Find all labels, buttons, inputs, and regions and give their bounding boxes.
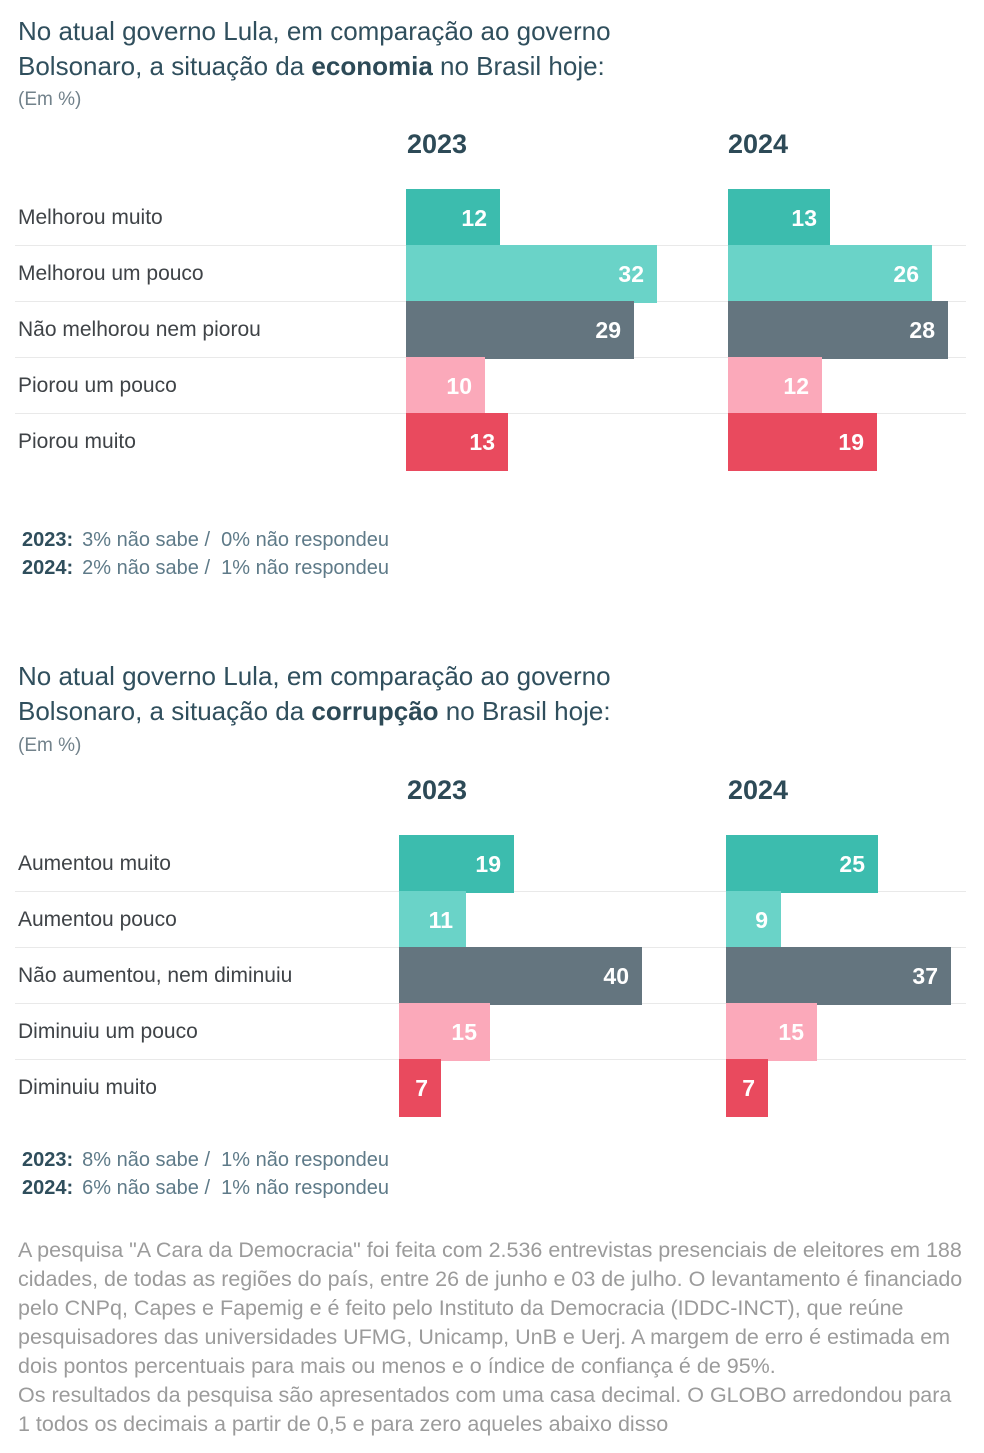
bar-2023: 13	[406, 413, 508, 471]
bar-value-label: 13	[469, 428, 495, 455]
bar-value-label: 40	[603, 962, 629, 989]
chart-row: Não aumentou, nem diminuiu 40 37	[0, 947, 984, 1005]
bar-2024: 9	[726, 891, 781, 949]
chart2-title-highlight: corrupção	[311, 696, 439, 726]
bar-value-label: 12	[783, 372, 809, 399]
bar-2024: 37	[726, 947, 951, 1005]
chart2-title: No atual governo Lula, em comparação ao …	[18, 659, 723, 729]
chart2-unit-label: (Em %)	[18, 735, 82, 756]
category-label: Aumentou pouco	[18, 908, 177, 931]
chart1-title-highlight: economia	[311, 51, 433, 81]
chart2-title-text: No atual governo Lula, em comparação ao …	[18, 661, 611, 726]
footnote-line: 2024: 2% não sabe / 1% não respondeu	[22, 554, 389, 582]
footnote-line: 2023: 3% não sabe / 0% não respondeu	[22, 526, 389, 554]
bar-2023: 7	[399, 1059, 441, 1117]
category-label: Diminuiu um pouco	[18, 1020, 198, 1043]
bar-2023: 11	[399, 891, 466, 949]
footnote-year: 2023:	[22, 529, 74, 551]
footnote-line: 2024: 6% não sabe / 1% não respondeu	[22, 1174, 389, 1202]
chart1-header-2024: 2024	[728, 129, 789, 159]
bar-2024: 13	[728, 189, 830, 247]
chart1-footnotes: 2023: 3% não sabe / 0% não respondeu 2024…	[22, 526, 389, 582]
bar-2023: 29	[406, 301, 634, 359]
bar-2024: 19	[728, 413, 877, 471]
row-separator	[15, 1059, 966, 1060]
footnote-line: 2023: 8% não sabe / 1% não respondeu	[22, 1146, 389, 1174]
footnote-text: 3% não sabe / 0% não respondeu	[82, 529, 390, 551]
chart2-footnotes: 2023: 8% não sabe / 1% não respondeu 2024…	[22, 1146, 389, 1202]
footnote-text: 8% não sabe / 1% não respondeu	[82, 1149, 390, 1171]
chart1-column-headers: 2023 2024	[0, 129, 984, 163]
chart-row: Não melhorou nem piorou 29 28	[0, 301, 984, 359]
category-label: Melhorou um pouco	[18, 262, 204, 285]
bar-value-label: 12	[461, 204, 487, 231]
footnote-year: 2024:	[22, 557, 74, 579]
methodology-note: A pesquisa "A Cara da Democracia" foi fe…	[18, 1236, 968, 1439]
category-label: Piorou um pouco	[18, 374, 177, 397]
bar-value-label: 9	[755, 906, 768, 933]
bar-value-label: 15	[451, 1018, 477, 1045]
chart-row: Diminuiu muito 7 7	[0, 1059, 984, 1117]
chart2-rows: Aumentou muito 19 25 Aumentou pouco 11 9 Não a…	[0, 835, 984, 1117]
chart2-title-text-suffix: no Brasil hoje:	[438, 696, 611, 726]
bar-2023: 12	[406, 189, 500, 247]
bar-value-label: 25	[839, 850, 865, 877]
chart1-title-text: No atual governo Lula, em comparação ao …	[18, 16, 611, 81]
category-label: Não aumentou, nem diminuiu	[18, 964, 293, 987]
bar-value-label: 26	[893, 260, 919, 287]
chart-row: Piorou muito 13 19	[0, 413, 984, 471]
bar-2024: 28	[728, 301, 948, 359]
bar-2023: 32	[406, 245, 657, 303]
footnote-year: 2024:	[22, 1177, 74, 1199]
footnote-text: 6% não sabe / 1% não respondeu	[82, 1177, 390, 1199]
bar-2024: 12	[728, 357, 822, 415]
chart2-column-headers: 2023 2024	[0, 775, 984, 809]
bar-2024: 25	[726, 835, 878, 893]
chart1-title-text-suffix: no Brasil hoje:	[432, 51, 605, 81]
bar-2023: 40	[399, 947, 642, 1005]
chart1-title: No atual governo Lula, em comparação ao …	[18, 14, 723, 84]
bar-value-label: 10	[446, 372, 472, 399]
chart-row: Melhorou um pouco 32 26	[0, 245, 984, 303]
category-label: Piorou muito	[18, 430, 136, 453]
chart-row: Melhorou muito 12 13	[0, 189, 984, 247]
bar-2024: 26	[728, 245, 932, 303]
bar-value-label: 37	[912, 962, 938, 989]
chart1-rows: Melhorou muito 12 13 Melhorou um pouco 32 26 N…	[0, 189, 984, 471]
bar-value-label: 32	[618, 260, 644, 287]
chart-row: Aumentou pouco 11 9	[0, 891, 984, 949]
chart1-header-2023: 2023	[407, 129, 468, 159]
bar-2024: 7	[726, 1059, 768, 1117]
bar-2024: 15	[726, 1003, 817, 1061]
chart-row: Aumentou muito 19 25	[0, 835, 984, 893]
chart1-unit-label: (Em %)	[18, 89, 82, 110]
category-label: Aumentou muito	[18, 852, 171, 875]
category-label: Melhorou muito	[18, 206, 163, 229]
methodology-paragraph-1: A pesquisa "A Cara da Democracia" foi fe…	[18, 1238, 963, 1378]
footnote-text: 2% não sabe / 1% não respondeu	[82, 557, 390, 579]
bar-2023: 19	[399, 835, 514, 893]
methodology-paragraph-2: Os resultados da pesquisa são apresentad…	[18, 1383, 952, 1436]
chart2-header-2024: 2024	[728, 775, 789, 805]
chart-row: Diminuiu um pouco 15 15	[0, 1003, 984, 1061]
footnote-year: 2023:	[22, 1149, 74, 1171]
bar-value-label: 7	[415, 1074, 428, 1101]
bar-value-label: 29	[595, 316, 621, 343]
category-label: Não melhorou nem piorou	[18, 318, 261, 341]
bar-value-label: 28	[909, 316, 935, 343]
bar-value-label: 15	[778, 1018, 804, 1045]
bar-value-label: 13	[791, 204, 817, 231]
chart2-header-2023: 2023	[407, 775, 468, 805]
bar-2023: 10	[406, 357, 485, 415]
category-label: Diminuiu muito	[18, 1076, 157, 1099]
bar-value-label: 19	[475, 850, 501, 877]
bar-2023: 15	[399, 1003, 490, 1061]
bar-value-label: 7	[742, 1074, 755, 1101]
bar-value-label: 19	[838, 428, 864, 455]
bar-value-label: 11	[428, 906, 453, 933]
chart-row: Piorou um pouco 10 12	[0, 357, 984, 415]
